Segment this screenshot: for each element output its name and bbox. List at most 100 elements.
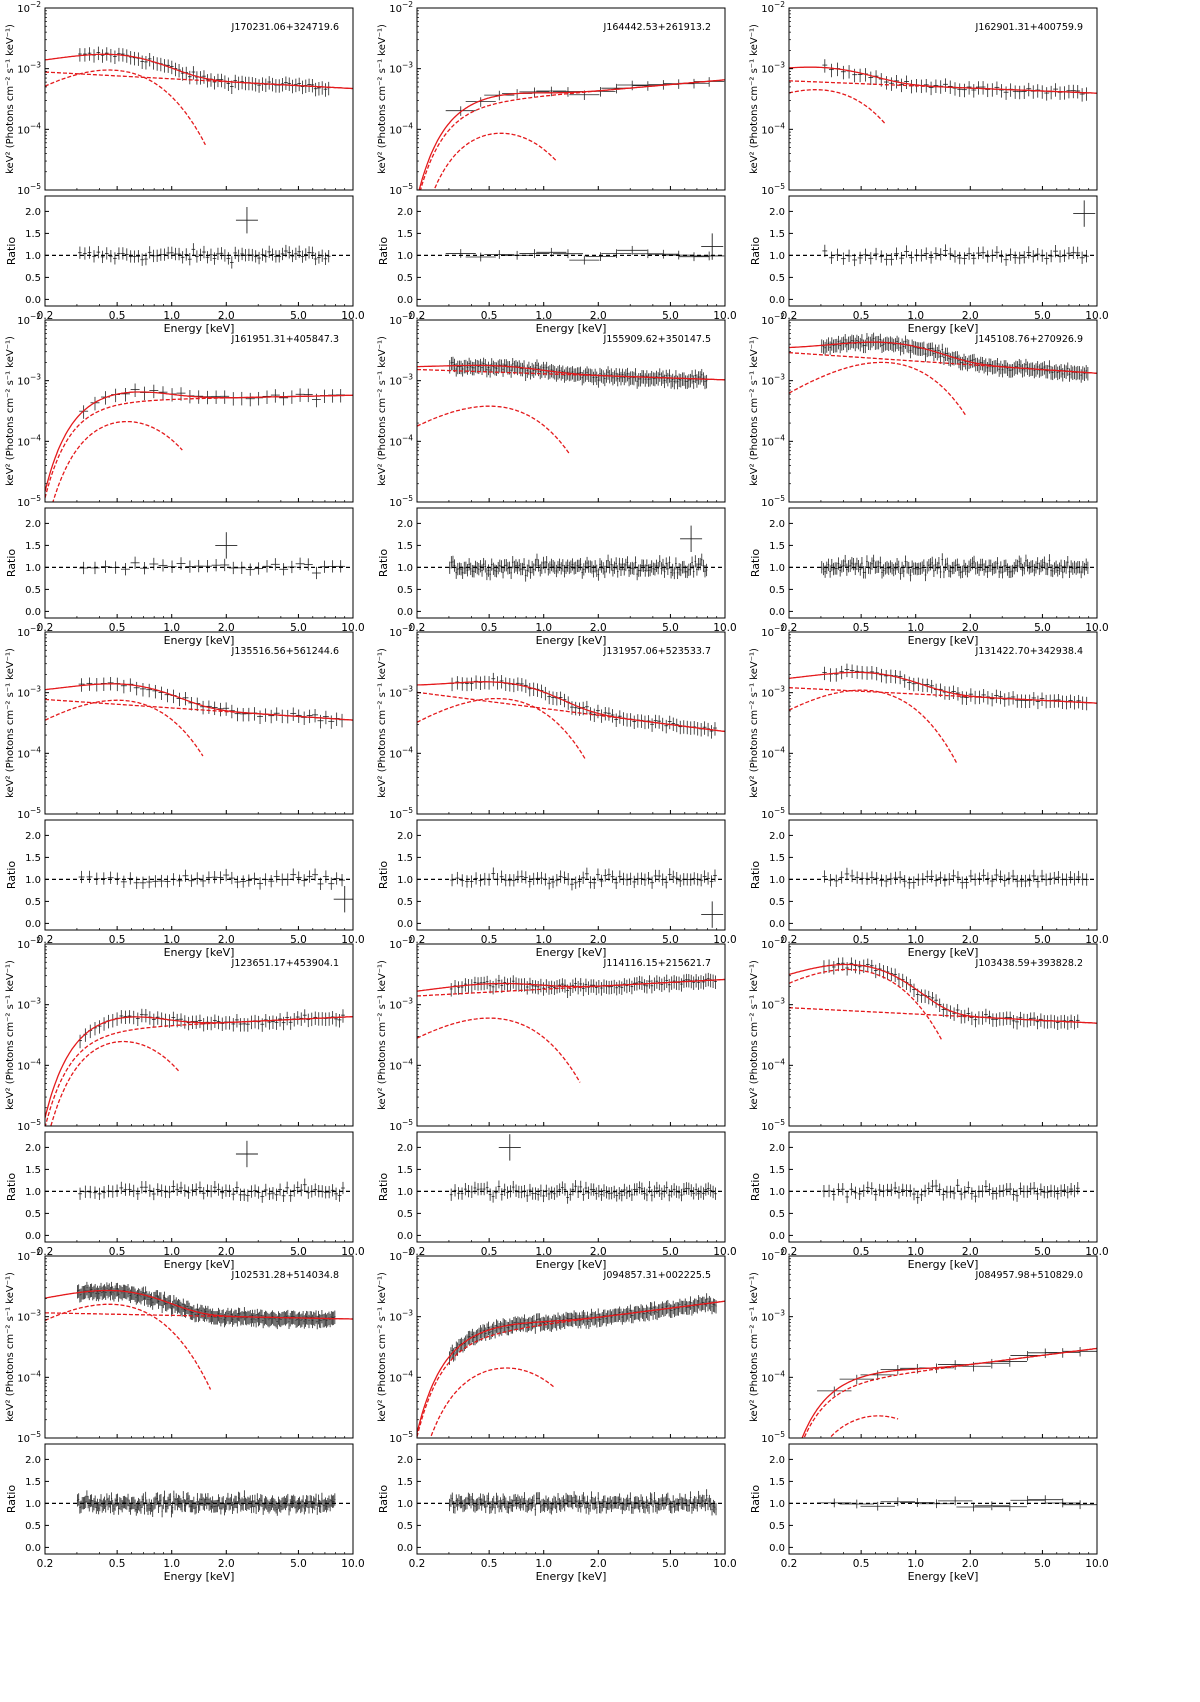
ratio-ytick-label: 0.0 [25,919,41,930]
ytick-label: 10−4 [761,433,785,448]
spectrum-y-axis-label: keV² (Photons cm⁻² s⁻¹ keV⁻¹) [377,648,388,798]
ratio-ytick-label: 1.5 [25,853,41,864]
spectrum-y-axis-label: keV² (Photons cm⁻² s⁻¹ keV⁻¹) [749,648,760,798]
model-total [45,684,353,720]
ytick-label: 10−5 [17,806,41,821]
ytick-label: 10−4 [761,121,785,136]
ytick-label: 10−4 [761,745,785,760]
ratio-ytick-label: 0.5 [25,897,41,908]
model-soft-component [45,70,205,145]
ratio-ytick-label: 0.0 [25,607,41,618]
model-total [417,80,725,199]
ratio-points [822,868,1089,889]
ytick-label: 10−2 [389,936,413,951]
data-points [79,677,345,729]
ytick-label: 10−5 [761,494,785,509]
spectrum-frame [789,944,1097,1126]
spectrum-frame [417,632,725,814]
ratio-ytick-label: 1.5 [397,541,413,552]
panel: J131957.06+523533.710−510−410−310−20.00.… [377,624,737,959]
x-axis-label: Energy [keV] [908,1258,979,1271]
x-axis-label: Energy [keV] [536,322,607,335]
ratio-points [78,207,330,269]
ratio-ytick-label: 1.0 [25,875,41,886]
x-axis-label: Energy [keV] [908,634,979,647]
panel-title: J114116.15+215621.7 [603,958,711,969]
ytick-label: 10−4 [17,121,41,136]
model-total [45,392,353,492]
ytick-label: 10−3 [761,373,785,388]
ytick-label: 10−3 [761,61,785,76]
model-soft-component [789,90,885,124]
ytick-label: 10−4 [389,1057,413,1072]
ytick-label: 10−2 [761,936,785,951]
ytick-label: 10−5 [761,806,785,821]
ratio-ytick-label: 2.0 [397,1143,413,1154]
ratio-ytick-label: 1.0 [769,875,785,886]
ratio-frame [45,196,353,306]
ratio-y-axis-label: Ratio [749,549,762,578]
panel-title: J145108.76+270926.9 [975,334,1083,345]
ratio-ytick-label: 0.5 [769,897,785,908]
ytick-label: 10−3 [17,997,41,1012]
panel-title: J161951.31+405847.3 [231,334,339,345]
model-soft-component [417,699,585,759]
ratio-points [79,532,345,579]
ytick-label: 10−2 [389,0,413,15]
panel: J114116.15+215621.710−510−410−310−20.00.… [377,936,737,1271]
ratio-ytick-label: 2.0 [25,207,41,218]
spectrum-y-axis-label: keV² (Photons cm⁻² s⁻¹ keV⁻¹) [377,336,388,486]
panel: J131422.70+342938.410−510−410−310−20.00.… [749,624,1109,959]
spectrum-y-axis-label: keV² (Photons cm⁻² s⁻¹ keV⁻¹) [749,336,760,486]
ratio-y-axis-label: Ratio [5,861,18,890]
panel: J135516.56+561244.610−510−410−310−20.00.… [5,624,365,959]
panel-title: J170231.06+324719.6 [231,22,339,33]
spectrum-frame [45,632,353,814]
spectrum-y-axis-label: keV² (Photons cm⁻² s⁻¹ keV⁻¹) [749,960,760,1110]
data-points [450,673,717,739]
ratio-y-axis-label: Ratio [5,549,18,578]
spectrum-y-axis-label: keV² (Photons cm⁻² s⁻¹ keV⁻¹) [5,24,16,174]
ratio-ytick-label: 1.0 [25,1187,41,1198]
ytick-label: 10−4 [17,1057,41,1072]
ratio-ytick-label: 2.0 [397,519,413,530]
ytick-label: 10−3 [389,61,413,76]
ratio-ytick-label: 0.0 [769,919,785,930]
ytick-label: 10−3 [389,373,413,388]
ytick-label: 10−4 [389,433,413,448]
ratio-points [822,200,1095,266]
ratio-y-axis-label: Ratio [377,549,390,578]
ratio-ytick-label: 2.0 [769,207,785,218]
ratio-ytick-label: 0.5 [25,585,41,596]
ratio-frame [45,820,353,930]
ratio-y-axis-label: Ratio [749,861,762,890]
model-soft-component [789,690,957,764]
ytick-label: 10−2 [761,0,785,15]
ratio-ytick-label: 1.0 [397,875,413,886]
model-powerlaw [417,80,725,203]
spectrum-y-axis-label: keV² (Photons cm⁻² s⁻¹ keV⁻¹) [377,960,388,1110]
ratio-points [446,233,725,264]
ratio-y-axis-label: Ratio [377,237,390,266]
ratio-frame [45,1132,353,1242]
ratio-points [450,867,723,927]
x-axis-label: Energy [keV] [536,1258,607,1271]
ratio-frame [789,820,1097,930]
model-total [45,1017,353,1118]
ytick-label: 10−2 [389,624,413,639]
ytick-label: 10−4 [761,1057,785,1072]
ytick-label: 10−2 [389,312,413,327]
ratio-ytick-label: 1.0 [25,563,41,574]
ytick-label: 10−4 [17,745,41,760]
model-soft-component [789,362,966,416]
x-axis-label: Energy [keV] [536,946,607,959]
x-axis-label: Energy [keV] [164,634,235,647]
x-axis-label: Energy [keV] [536,634,607,647]
ratio-ytick-label: 1.0 [769,251,785,262]
ratio-y-axis-label: Ratio [377,861,390,890]
ytick-label: 10−2 [17,936,41,951]
ratio-ytick-label: 2.0 [25,519,41,530]
ratio-ytick-label: 0.5 [397,585,413,596]
ratio-ytick-label: 0.0 [769,607,785,618]
